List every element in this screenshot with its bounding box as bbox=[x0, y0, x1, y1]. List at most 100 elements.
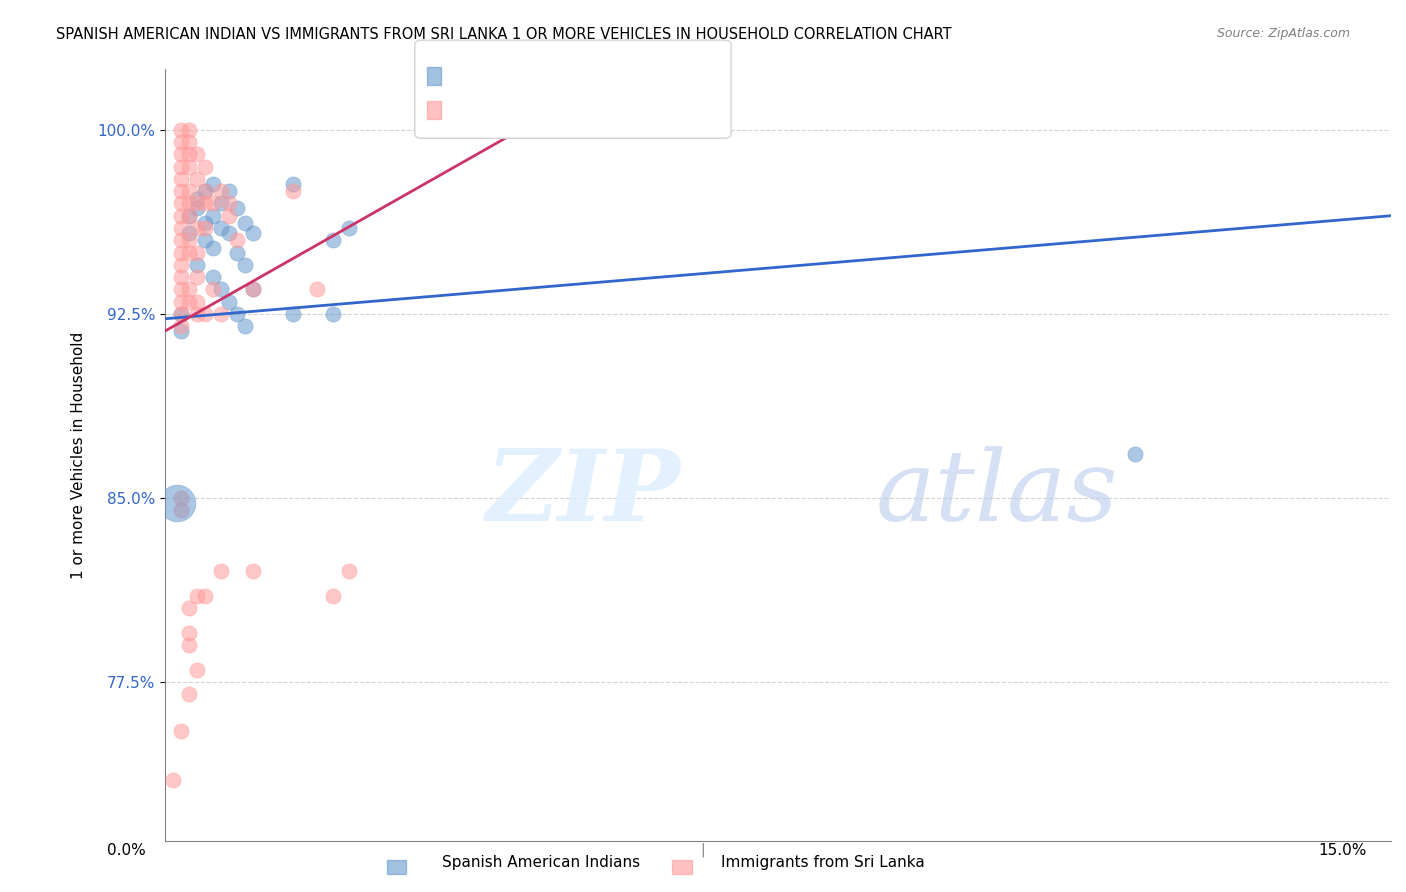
Text: N =: N = bbox=[538, 104, 575, 122]
Point bbox=[179, 147, 201, 161]
Point bbox=[186, 270, 208, 285]
Point bbox=[194, 589, 217, 603]
Text: 34: 34 bbox=[567, 71, 591, 89]
Point bbox=[170, 245, 193, 260]
Point bbox=[170, 270, 193, 285]
Point bbox=[202, 241, 225, 255]
Point bbox=[242, 282, 264, 296]
Point bbox=[179, 135, 201, 149]
Point bbox=[186, 258, 208, 272]
Point bbox=[194, 184, 217, 198]
Point bbox=[322, 589, 344, 603]
Point bbox=[179, 294, 201, 309]
Point bbox=[179, 282, 201, 296]
Point bbox=[186, 294, 208, 309]
Point bbox=[170, 135, 193, 149]
Text: 0.0%: 0.0% bbox=[107, 843, 146, 858]
Point bbox=[226, 202, 249, 216]
Point bbox=[170, 307, 193, 321]
Point bbox=[179, 601, 201, 615]
Text: Spanish American Indians: Spanish American Indians bbox=[443, 855, 640, 870]
Point bbox=[170, 503, 193, 517]
Text: R =: R = bbox=[447, 71, 484, 89]
Text: |: | bbox=[700, 843, 706, 857]
Point bbox=[242, 282, 264, 296]
Point bbox=[242, 565, 264, 579]
Point bbox=[218, 209, 240, 223]
Point bbox=[170, 160, 193, 174]
Point bbox=[170, 233, 193, 247]
Point bbox=[179, 638, 201, 652]
Point bbox=[170, 147, 193, 161]
Point bbox=[186, 202, 208, 216]
Point bbox=[179, 196, 201, 211]
Point bbox=[218, 196, 240, 211]
Point bbox=[194, 184, 217, 198]
Point bbox=[283, 177, 305, 191]
Point bbox=[322, 307, 344, 321]
Point bbox=[209, 221, 232, 235]
Point bbox=[202, 177, 225, 191]
Point bbox=[194, 196, 217, 211]
Point bbox=[233, 319, 256, 334]
Text: 0.237: 0.237 bbox=[479, 104, 533, 122]
Point bbox=[179, 209, 201, 223]
Point bbox=[186, 147, 208, 161]
Point bbox=[337, 565, 360, 579]
Point bbox=[194, 307, 217, 321]
Point bbox=[209, 184, 232, 198]
Point bbox=[186, 589, 208, 603]
Point bbox=[209, 565, 232, 579]
Text: Immigrants from Sri Lanka: Immigrants from Sri Lanka bbox=[721, 855, 924, 870]
Point bbox=[322, 233, 344, 247]
Point bbox=[283, 184, 305, 198]
Text: 68: 68 bbox=[567, 104, 589, 122]
Point bbox=[170, 209, 193, 223]
Point bbox=[170, 324, 193, 338]
Point bbox=[209, 196, 232, 211]
Point bbox=[179, 233, 201, 247]
Point bbox=[170, 282, 193, 296]
Point bbox=[209, 282, 232, 296]
Point bbox=[186, 192, 208, 206]
Text: 15.0%: 15.0% bbox=[1319, 843, 1367, 858]
Point bbox=[170, 307, 193, 321]
Point bbox=[179, 226, 201, 240]
Point bbox=[337, 221, 360, 235]
Point bbox=[170, 723, 193, 738]
Point bbox=[170, 196, 193, 211]
Point bbox=[218, 294, 240, 309]
Point bbox=[179, 123, 201, 137]
Text: ZIP: ZIP bbox=[485, 445, 681, 541]
Point bbox=[170, 294, 193, 309]
Point bbox=[179, 687, 201, 701]
Point bbox=[226, 233, 249, 247]
Point bbox=[186, 196, 208, 211]
Text: Source: ZipAtlas.com: Source: ZipAtlas.com bbox=[1216, 27, 1350, 40]
Point bbox=[209, 307, 232, 321]
Point bbox=[226, 245, 249, 260]
Point bbox=[202, 196, 225, 211]
Point bbox=[218, 184, 240, 198]
Point bbox=[170, 172, 193, 186]
Point bbox=[186, 307, 208, 321]
Point bbox=[179, 160, 201, 174]
Text: atlas: atlas bbox=[876, 446, 1119, 541]
Point bbox=[166, 496, 188, 510]
Point bbox=[283, 307, 305, 321]
Point bbox=[242, 226, 264, 240]
Point bbox=[194, 160, 217, 174]
Text: 0.124: 0.124 bbox=[479, 71, 531, 89]
Point bbox=[179, 184, 201, 198]
Point bbox=[162, 772, 184, 787]
Point bbox=[170, 491, 193, 505]
Point bbox=[186, 663, 208, 677]
Point bbox=[194, 221, 217, 235]
Point bbox=[179, 209, 201, 223]
Text: SPANISH AMERICAN INDIAN VS IMMIGRANTS FROM SRI LANKA 1 OR MORE VEHICLES IN HOUSE: SPANISH AMERICAN INDIAN VS IMMIGRANTS FR… bbox=[56, 27, 952, 42]
Point bbox=[170, 258, 193, 272]
Point bbox=[218, 226, 240, 240]
Point bbox=[170, 184, 193, 198]
Point bbox=[186, 221, 208, 235]
Point bbox=[194, 233, 217, 247]
